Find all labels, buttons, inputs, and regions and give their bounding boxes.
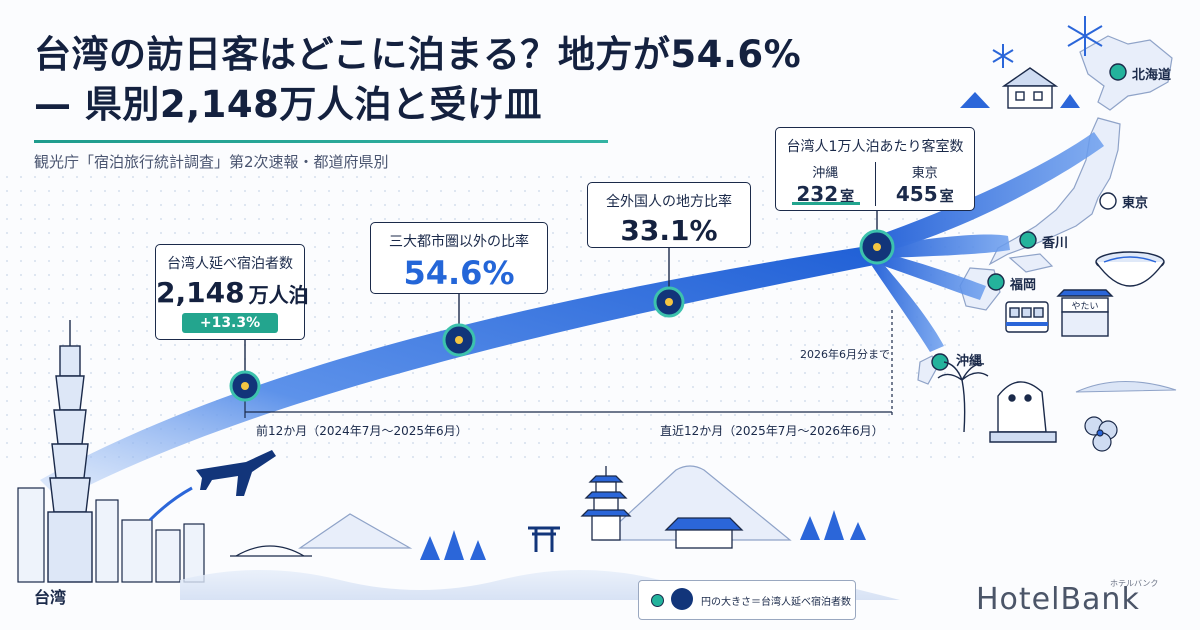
brand-kana: ホテルバンク bbox=[1110, 579, 1159, 588]
kagawa-dot bbox=[1019, 231, 1037, 249]
node-prev bbox=[229, 370, 261, 402]
prev-period-label: 前12か月（2024年7月〜2025年6月） bbox=[256, 424, 468, 438]
pine-trees bbox=[420, 510, 866, 560]
origin-label: 台湾 bbox=[34, 588, 67, 607]
legend-text: 円の大きさ＝台湾人延べ宿泊者数 bbox=[701, 597, 851, 608]
foreign-ratio-callout: 全外国人の地方比率 33.1% bbox=[587, 182, 751, 248]
current-period-label: 直近12か月（2025年7月〜2026年6月） bbox=[660, 424, 884, 438]
title-line-2: — 県別2,148万人泊と受け皿 bbox=[34, 83, 542, 126]
size-legend: 円の大きさ＝台湾人延べ宿泊者数 bbox=[638, 580, 856, 620]
regional-ratio-callout: 三大都市圏以外の比率 54.6% bbox=[370, 222, 548, 294]
until-note: 2026年6月分まで bbox=[800, 348, 890, 361]
label-okinawa: 沖縄 bbox=[956, 354, 983, 369]
mountain-left bbox=[298, 513, 413, 549]
hokkaido-dot bbox=[1109, 63, 1127, 81]
snowflake-icon bbox=[992, 16, 1103, 68]
hibiscus-icon bbox=[1084, 416, 1118, 452]
taipei-101-icon bbox=[47, 320, 93, 583]
prefecture-markers bbox=[931, 63, 1127, 371]
callout-connectors bbox=[244, 211, 878, 374]
rooms-label: 台湾人1万人泊あたり客室数 bbox=[786, 139, 964, 155]
title-line-1: 台湾の訪日客はどこに泊まる？地方が54.6% bbox=[34, 33, 802, 76]
fukuoka-dot bbox=[987, 273, 1005, 291]
palm-tree-icon bbox=[937, 361, 989, 433]
hokkaido-house-icon bbox=[960, 67, 1080, 109]
rooms-per-guest-callout: 台湾人1万人泊あたり客室数 沖縄 232 室 東京 455 室 bbox=[775, 127, 975, 211]
brand-logo: HotelBank bbox=[976, 582, 1140, 617]
total-nights-value: 2,148 万人泊 bbox=[156, 276, 309, 309]
tokyo-dot bbox=[1099, 192, 1117, 210]
growth-badge: +13.3% bbox=[181, 313, 279, 333]
temple-icon bbox=[664, 517, 744, 549]
source-subtitle: 観光庁「宿泊旅行統計調査」第2次速報・都道府県別 bbox=[34, 153, 389, 171]
total-nights-label: 台湾人延べ宿泊者数 bbox=[167, 256, 293, 272]
flow-ribbon bbox=[40, 244, 890, 500]
regional-ratio-label: 三大都市圏以外の比率 bbox=[389, 234, 529, 250]
foreign-ratio-value: 33.1% bbox=[620, 214, 718, 247]
label-kagawa: 香川 bbox=[1042, 236, 1069, 251]
yatai-stall-icon bbox=[1056, 289, 1114, 337]
node-current bbox=[859, 229, 895, 265]
shisa-icon bbox=[989, 381, 1057, 443]
total-nights-callout: 台湾人延べ宿泊者数 2,148 万人泊 +13.3% bbox=[155, 244, 309, 340]
page-title: 台湾の訪日客はどこに泊まる？地方が54.6% — 県別2,148万人泊と受け皿 bbox=[34, 30, 801, 130]
node-regional bbox=[442, 323, 476, 357]
okinawa-highlight bbox=[792, 202, 860, 205]
flow-branches bbox=[872, 132, 1104, 352]
yatai-sign: やたい bbox=[1071, 301, 1098, 312]
title-underline bbox=[34, 140, 608, 143]
label-fukuoka: 福岡 bbox=[1010, 278, 1037, 293]
taipei-skyline bbox=[17, 487, 205, 583]
node-foreign bbox=[653, 286, 685, 318]
torii-icon bbox=[528, 526, 560, 552]
island-shape bbox=[1075, 380, 1177, 393]
airplane-icon bbox=[196, 450, 276, 496]
okinawa-dot bbox=[931, 353, 949, 371]
regional-ratio-value: 54.6% bbox=[403, 254, 515, 292]
foreign-ratio-label: 全外国人の地方比率 bbox=[606, 194, 732, 210]
legend-large-circle-icon bbox=[671, 588, 693, 610]
shikoku-shape bbox=[1008, 253, 1054, 273]
label-hokkaido: 北海道 bbox=[1132, 68, 1172, 83]
bridge-icon bbox=[230, 545, 312, 557]
legend-small-circle-icon bbox=[651, 594, 664, 607]
rooms-okinawa: 沖縄 232 室 bbox=[796, 166, 855, 206]
rooms-tokyo: 東京 455 室 bbox=[874, 162, 975, 206]
label-tokyo: 東京 bbox=[1122, 196, 1149, 211]
pagoda-icon bbox=[580, 466, 632, 541]
mountain-fuji-icon bbox=[598, 465, 792, 541]
tram-icon bbox=[1005, 301, 1049, 333]
udon-bowl-icon bbox=[1095, 251, 1165, 287]
airplane-trail bbox=[148, 486, 193, 522]
